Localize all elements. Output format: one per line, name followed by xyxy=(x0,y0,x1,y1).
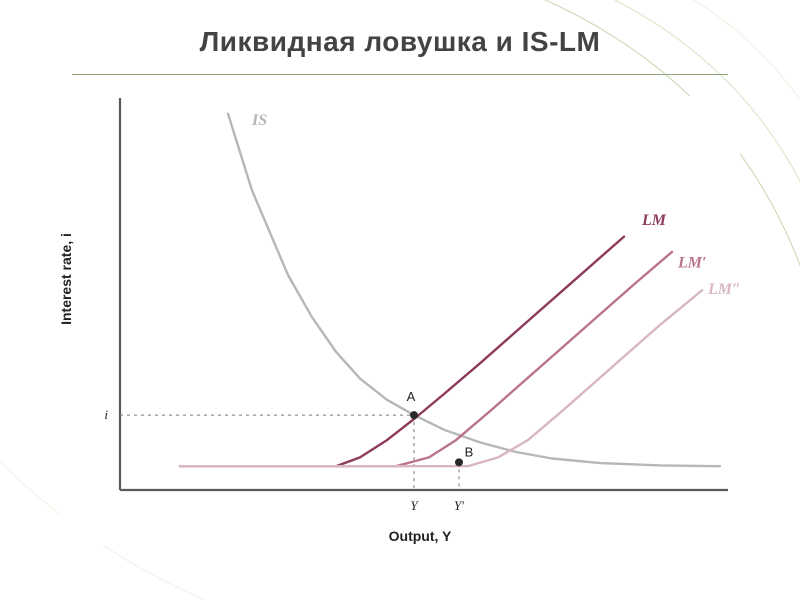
series-label-LMp: LM′ xyxy=(677,254,707,271)
point-A xyxy=(410,411,418,419)
xtick-label: Y′ xyxy=(454,498,464,513)
series-label-IS: IS xyxy=(251,112,267,129)
ytick-label: i xyxy=(104,407,108,422)
series-label-LM: LM xyxy=(641,212,667,229)
y-axis-label: Interest rate, i xyxy=(58,233,74,325)
islm-chart: Interest rate, i ISLMLM′LM″ABYY′i Output… xyxy=(60,96,740,546)
point-label-B: B xyxy=(465,444,474,459)
page-title: Ликвидная ловушка и IS-LM xyxy=(0,26,800,58)
series-label-LMpp: LM″ xyxy=(707,281,740,298)
point-B xyxy=(455,458,463,466)
chart-bg xyxy=(60,96,740,546)
point-label-A: A xyxy=(407,389,416,404)
chart-canvas: ISLMLM′LM″ABYY′i xyxy=(60,96,740,546)
x-axis-label: Output, Y xyxy=(389,528,452,544)
title-underline xyxy=(72,74,728,75)
slide: Ликвидная ловушка и IS-LM Interest rate,… xyxy=(0,0,800,600)
